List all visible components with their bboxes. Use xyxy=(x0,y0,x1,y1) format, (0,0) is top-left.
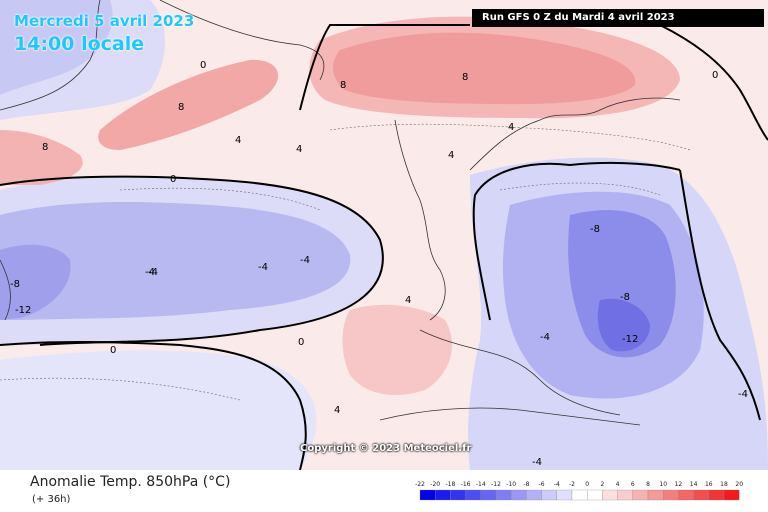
warm-region-iberia xyxy=(342,304,453,395)
legend-color-swatch xyxy=(556,489,573,501)
legend-color-swatch xyxy=(526,489,542,501)
label-e: 4 xyxy=(405,295,411,306)
label-s: -4 xyxy=(738,389,748,400)
cold-region-europe-min xyxy=(597,298,650,352)
coastlines xyxy=(0,0,681,426)
label-b: 0 xyxy=(170,174,176,185)
label-c: 4 xyxy=(235,135,241,146)
label-z: 8 xyxy=(42,142,48,153)
legend-tick-label: 12 xyxy=(675,481,683,488)
legend-color-swatch xyxy=(647,489,664,501)
label-t: 4 xyxy=(334,405,340,416)
cold-region-south-atlantic xyxy=(0,350,317,470)
label-q: -4 xyxy=(540,332,550,343)
label-u: 0 xyxy=(110,345,116,356)
legend-tick-label: 20 xyxy=(735,481,743,488)
legend-tick-label: -16 xyxy=(461,481,471,488)
cold-region-europe-deep xyxy=(568,210,676,358)
legend-color-swatch xyxy=(465,489,481,501)
label-aa: -4 xyxy=(532,457,542,468)
legend-tick-label: -12 xyxy=(491,481,501,488)
legend-tick-label: 4 xyxy=(616,481,620,488)
warm-region-greenland xyxy=(98,59,279,151)
label-o: 4 xyxy=(508,122,514,133)
label-v: -4 xyxy=(148,267,158,278)
legend-color-swatch xyxy=(480,489,497,501)
cold-region-west-atlantic-deep xyxy=(0,244,71,320)
legend-color-swatch xyxy=(541,489,557,501)
legend-tick-label: -14 xyxy=(476,481,486,488)
isoline-labels: 0 0 4 -4 4 -4 -8 -12 8 8 8 -12 -8 -4 4 0… xyxy=(10,60,748,468)
temperature-anomaly-map: 0 0 4 -4 4 -4 -8 -12 8 8 8 -12 -8 -4 4 0… xyxy=(0,0,768,470)
legend-tick-label: -10 xyxy=(506,481,516,488)
warm-region-north-core xyxy=(333,32,636,105)
map-title: Anomalie Temp. 850hPa (°C) xyxy=(30,474,231,490)
forecast-local-time: 14:00 locale xyxy=(14,33,145,55)
legend-tick-label: 16 xyxy=(705,481,713,488)
legend-tick-label: 18 xyxy=(720,481,728,488)
zero-contours xyxy=(0,24,768,470)
label-j: 8 xyxy=(462,72,468,83)
legend-color-swatch xyxy=(511,489,527,501)
legend-color-swatch xyxy=(617,489,633,501)
cold-region-west-atlantic-core xyxy=(0,202,351,320)
label-h: -12 xyxy=(15,305,31,316)
label-l: -12 xyxy=(622,334,638,345)
legend-tick-label: 8 xyxy=(646,481,650,488)
legend-color-swatch xyxy=(602,489,618,501)
legend-color-swatch xyxy=(495,489,512,501)
legend-color-swatch xyxy=(632,489,649,501)
label-m: -8 xyxy=(620,292,630,303)
legend-tick-label: -2 xyxy=(569,481,575,488)
forecast-date: Mercredi 5 avril 2023 xyxy=(14,12,195,30)
warm-region-west xyxy=(0,130,83,185)
legend-color-swatch xyxy=(419,489,436,501)
thin-contours xyxy=(0,123,691,401)
legend-tick-label: -8 xyxy=(523,481,529,488)
legend-color-swatch xyxy=(571,489,588,501)
legend-tick-label: 6 xyxy=(631,481,635,488)
label-y: 4 xyxy=(448,150,454,161)
legend-tick-label: 2 xyxy=(600,481,604,488)
label-i: 8 xyxy=(340,80,346,91)
legend-color-swatch xyxy=(587,489,603,501)
label-x: 0 xyxy=(298,337,304,348)
legend-color-swatch xyxy=(663,489,679,501)
copyright-notice: Copyright © 2023 Meteociel.fr xyxy=(300,443,472,454)
legend-tick-label: -4 xyxy=(554,481,560,488)
cold-region-north-west-core xyxy=(0,0,113,95)
label-n: -4 xyxy=(300,255,310,266)
label-a: 0 xyxy=(200,60,206,71)
legend-tick-label: 0 xyxy=(585,481,589,488)
legend-color-swatch xyxy=(435,489,451,501)
legend-color-swatch xyxy=(450,489,466,501)
label-p: 0 xyxy=(712,70,718,81)
forecast-offset: (+ 36h) xyxy=(32,494,71,505)
color-scale-legend: -22 -20 -18 -16 -14 -12 -10 -8 -6 -4 -2 0 2 4 6 8 10 12 14… xyxy=(415,481,743,501)
run-info-banner: Run GFS 0 Z du Mardi 4 avril 2023 xyxy=(472,9,764,27)
legend-tick-label: -18 xyxy=(445,481,455,488)
legend-color-swatch xyxy=(693,489,709,501)
legend-tick-label: 10 xyxy=(659,481,667,488)
legend-color-swatch xyxy=(708,489,725,501)
label-k: 8 xyxy=(178,102,184,113)
legend-color-swatch xyxy=(723,489,740,501)
legend-tick-label: -20 xyxy=(430,481,440,488)
legend-tick-label: -22 xyxy=(415,481,425,488)
legend-color-swatch xyxy=(678,489,694,501)
legend-tick-label: -6 xyxy=(539,481,545,488)
label-r: -8 xyxy=(590,224,600,235)
label-d: -4 xyxy=(145,267,155,278)
label-g: -8 xyxy=(10,279,20,290)
legend-tick-label: 14 xyxy=(690,481,698,488)
label-w: 4 xyxy=(296,144,302,155)
label-f: -4 xyxy=(258,262,268,273)
